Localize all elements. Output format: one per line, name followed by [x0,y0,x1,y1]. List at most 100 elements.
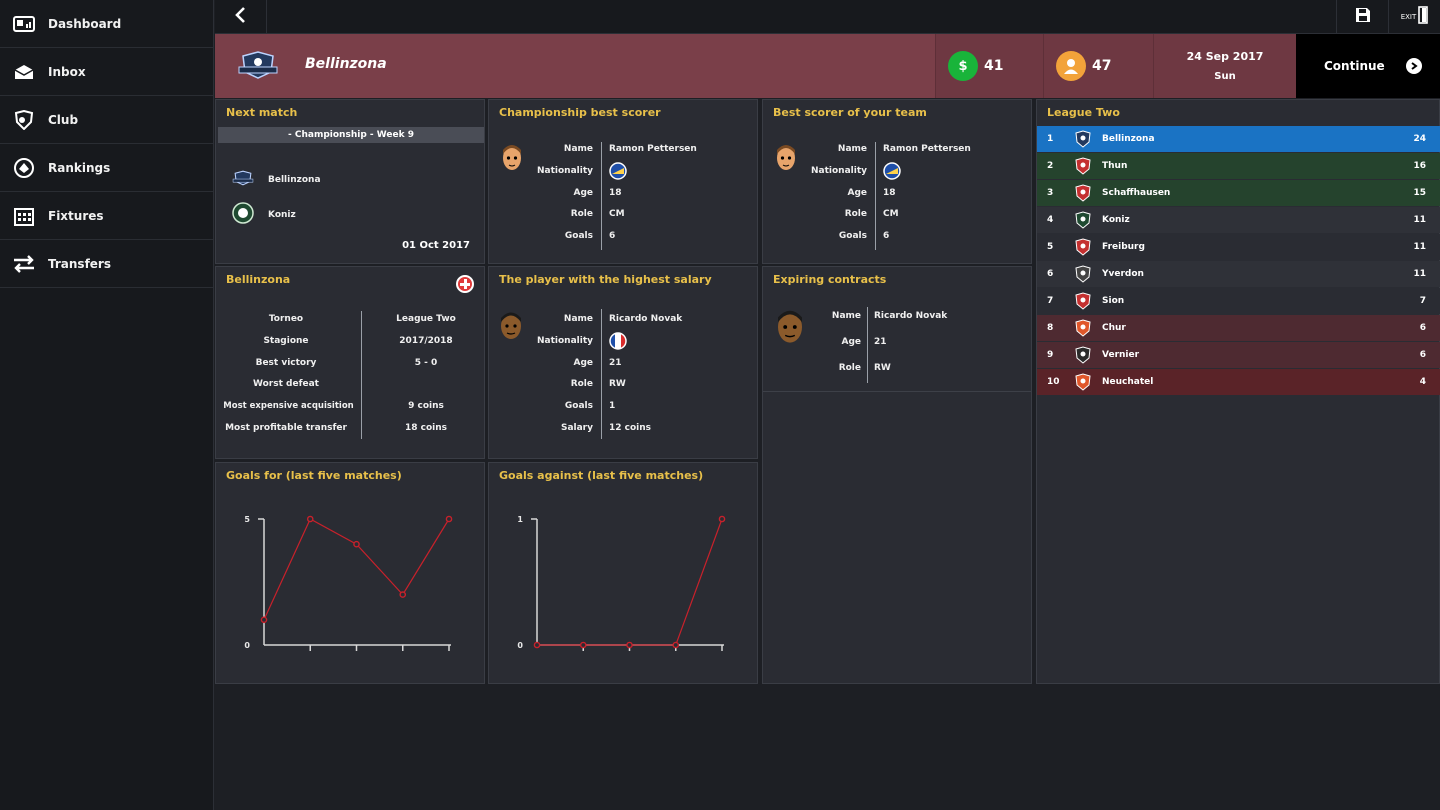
field-label: Name [563,144,593,154]
panel-title: Best scorer of your team [773,106,927,119]
sidebar-item-label: Dashboard [48,16,122,31]
field-label: Age [573,358,593,368]
field-label: Age [847,188,867,198]
sidebar-item-fixtures[interactable]: Fixtures [0,192,213,240]
stat-label: Best victory [255,358,317,368]
panel-title: Bellinzona [226,273,291,286]
team-badge-icon [1073,157,1093,178]
stat-value: 9 coins [408,401,444,411]
stat-label: Torneo [268,314,304,324]
championship-best-scorer-panel[interactable]: Championship best scorer Name Ramon Pett… [488,99,758,264]
rankings-icon [0,157,48,179]
goals-against-chart: 10 [517,515,726,651]
stat-label: Most expensive acquisition [223,401,354,411]
team-name: Yverdon [1102,269,1144,279]
club-badge-icon [237,50,279,84]
sidebar-item-dashboard[interactable]: Dashboard [0,0,213,48]
away-team: Koniz [232,202,296,228]
continue-button[interactable]: Continue [1296,34,1440,98]
match-week: - Championship - Week 9 [218,127,484,143]
next-match-panel[interactable]: Next match - Championship - Week 9 Belli… [215,99,485,264]
sidebar-item-rankings[interactable]: Rankings [0,144,213,192]
divider [763,391,1031,392]
panel-title: The player with the highest salary [499,273,712,286]
field-label: Goals [564,401,593,411]
sidebar-item-label: Rankings [48,160,111,175]
y-tick-label: 0 [517,641,523,650]
away-team-badge-icon [232,202,254,228]
team-badge-icon [1073,319,1093,340]
league-row-neuchatel[interactable]: 10 Neuchatel 4 [1037,369,1440,395]
data-point [672,641,680,649]
league-row-koniz[interactable]: 4 Koniz 11 [1037,207,1440,233]
league-position: 3 [1047,188,1054,198]
stat-label: Most profitable transfer [225,423,347,433]
player-role: CM [883,209,899,219]
field-label: Role [570,209,593,219]
field-label: Salary [560,423,593,433]
league-row-chur[interactable]: 8 Chur 6 [1037,315,1440,341]
league-table-panel: League Two 1 Bellinzona 24 2 Thun 16 3 Schaffha… [1036,99,1440,684]
player-avatar [775,309,805,349]
league-position: 5 [1047,242,1054,252]
team-name: Schaffhausen [1102,188,1171,198]
data-point [306,515,314,523]
team-badge-icon [1073,130,1093,151]
team-best-scorer-panel[interactable]: Best scorer of your team Name Ramon Pett… [762,99,1032,264]
save-button[interactable] [1336,0,1388,34]
field-label: Name [837,144,867,154]
home-team-name: Bellinzona [268,175,321,185]
current-date: 24 Sep 2017 [1186,50,1264,63]
field-label: Age [841,337,861,347]
player-role: RW [874,363,891,373]
team-badge-icon [1073,238,1093,259]
money-box: $ 41 [935,34,1043,98]
money-value: 41 [984,58,1004,74]
field-label: Name [831,311,861,321]
field-label: Nationality [537,166,593,176]
field-label: Role [844,209,867,219]
field-label: Goals [838,231,867,241]
stat-label: Worst defeat [253,379,319,389]
back-button[interactable] [215,0,267,34]
panel-title: League Two [1047,106,1120,119]
club-info-panel[interactable]: Bellinzona Torneo League Two Stagione 20… [215,266,485,459]
league-row-yverdon[interactable]: 6 Yverdon 11 [1037,261,1440,287]
league-position: 8 [1047,323,1054,333]
player-salary: 12 coins [609,423,652,433]
team-points: 7 [1419,296,1426,306]
team-name: Freiburg [1102,242,1145,252]
league-row-bellinzona[interactable]: 1 Bellinzona 24 [1037,126,1440,152]
player-goals: 1 [609,401,616,411]
fans-box: 47 [1043,34,1153,98]
sidebar-item-label: Transfers [48,256,111,271]
nationality-flag-icon [609,162,627,183]
sidebar-item-inbox[interactable]: Inbox [0,48,213,96]
league-row-thun[interactable]: 2 Thun 16 [1037,153,1440,179]
exit-button[interactable]: EXIT [1388,0,1440,34]
home-team: Bellinzona [232,170,321,190]
sidebar-item-club[interactable]: Club [0,96,213,144]
team-badge-icon [1073,346,1093,367]
player-name: Ramon Pettersen [609,144,697,154]
floppy-disk-icon [1355,7,1371,27]
stat-label: Stagione [263,336,309,346]
add-icon[interactable] [456,275,474,293]
team-name: Sion [1102,296,1125,306]
league-row-vernier[interactable]: 9 Vernier 6 [1037,342,1440,368]
sidebar-item-transfers[interactable]: Transfers [0,240,213,288]
field-label: Nationality [537,336,593,346]
divider [875,142,876,250]
highest-salary-panel[interactable]: The player with the highest salary Name … [488,266,758,459]
league-row-sion[interactable]: 7 Sion 7 [1037,288,1440,314]
stat-value: 18 coins [404,423,448,433]
league-row-freiburg[interactable]: 5 Freiburg 11 [1037,234,1440,260]
player-age: 18 [609,188,622,198]
team-points: 6 [1419,323,1426,333]
expiring-contracts-panel[interactable]: Expiring contracts Name Ricardo Novak Ag… [762,266,1032,684]
league-row-schaffhausen[interactable]: 3 Schaffhausen 15 [1037,180,1440,206]
field-label: Age [573,188,593,198]
stat-value: League Two [396,314,456,324]
